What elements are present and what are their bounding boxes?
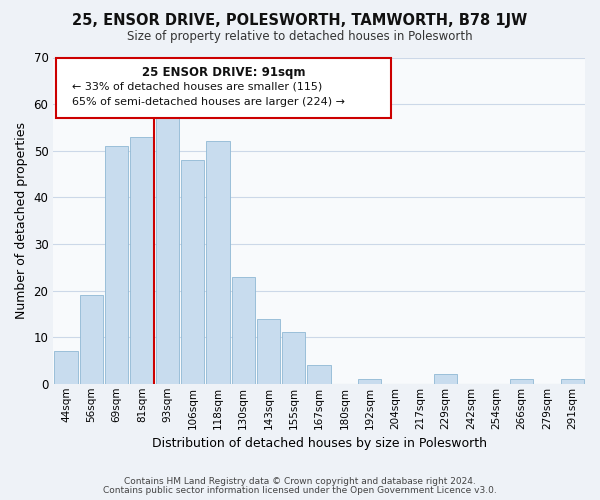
Bar (257, 318, 280, 384)
Bar (307, 365, 331, 384)
Bar (155, 118, 179, 384)
Bar (282, 332, 305, 384)
Y-axis label: Number of detached properties: Number of detached properties (15, 122, 28, 319)
Text: Size of property relative to detached houses in Polesworth: Size of property relative to detached ho… (127, 30, 473, 43)
FancyBboxPatch shape (56, 58, 391, 118)
X-axis label: Distribution of detached houses by size in Polesworth: Distribution of detached houses by size … (152, 437, 487, 450)
Text: ← 33% of detached houses are smaller (115): ← 33% of detached houses are smaller (11… (72, 82, 322, 92)
Bar (181, 160, 204, 384)
Text: 25, ENSOR DRIVE, POLESWORTH, TAMWORTH, B78 1JW: 25, ENSOR DRIVE, POLESWORTH, TAMWORTH, B… (73, 12, 527, 28)
Bar (206, 142, 230, 384)
Text: Contains public sector information licensed under the Open Government Licence v3: Contains public sector information licen… (103, 486, 497, 495)
Bar (510, 379, 533, 384)
Bar (130, 136, 154, 384)
Bar (358, 379, 382, 384)
Bar (105, 146, 128, 384)
Text: 25 ENSOR DRIVE: 91sqm: 25 ENSOR DRIVE: 91sqm (142, 66, 305, 78)
Bar (232, 276, 255, 384)
Bar (434, 374, 457, 384)
Text: 65% of semi-detached houses are larger (224) →: 65% of semi-detached houses are larger (… (72, 96, 345, 106)
Bar (55, 351, 77, 384)
Text: Contains HM Land Registry data © Crown copyright and database right 2024.: Contains HM Land Registry data © Crown c… (124, 477, 476, 486)
Bar (560, 379, 584, 384)
Bar (80, 295, 103, 384)
